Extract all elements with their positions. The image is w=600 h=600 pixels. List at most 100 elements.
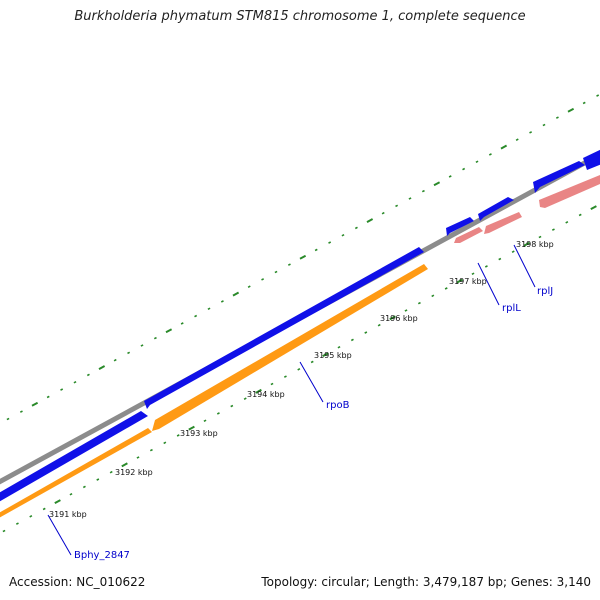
gene-rpob[interactable] <box>152 264 428 431</box>
outer-major-tick <box>165 328 173 334</box>
leader-rpob <box>299 361 324 403</box>
inner-minor-tick <box>270 382 274 386</box>
inner-minor-tick <box>350 338 354 342</box>
inner-minor-tick <box>565 220 569 224</box>
gene-forward-6[interactable] <box>583 146 600 170</box>
gene-rplj[interactable] <box>484 212 522 234</box>
outer-minor-tick <box>60 388 64 391</box>
inner-major-tick <box>54 499 61 504</box>
tick-label: 3194 kbp <box>247 390 285 399</box>
outer-minor-tick <box>287 263 291 266</box>
tick-label: 3197 kbp <box>449 277 487 286</box>
inner-major-tick <box>188 425 195 431</box>
gene-reverse-5[interactable] <box>539 175 600 208</box>
inner-minor-tick <box>578 213 582 217</box>
outer-major-tick <box>232 291 240 297</box>
inner-minor-tick <box>176 434 180 437</box>
inner-major-tick <box>389 315 396 321</box>
inner-major-tick <box>456 278 463 284</box>
inner-minor-tick <box>243 397 247 401</box>
gene-bphy-2847[interactable] <box>0 428 152 523</box>
outer-major-tick <box>567 107 575 113</box>
outer-minor-tick <box>73 380 77 384</box>
gene-label-rpll[interactable]: rplL <box>502 303 521 314</box>
inner-minor-tick <box>149 448 153 452</box>
gene-label-rplj[interactable]: rplJ <box>537 286 553 297</box>
outer-minor-tick <box>421 189 425 193</box>
gene-forward-3[interactable] <box>446 217 474 236</box>
gene-label-bphy-2847[interactable]: Bphy_2847 <box>74 550 130 561</box>
gene-forward-1[interactable] <box>0 411 148 510</box>
outer-minor-tick <box>475 160 479 164</box>
tick-labels: 3191 kbp 3192 kbp 3193 kbp 3194 kbp 3195… <box>49 240 554 519</box>
outer-minor-tick <box>140 344 144 347</box>
outer-minor-tick <box>395 204 399 208</box>
outer-minor-tick <box>381 211 385 215</box>
gene-label-leaders <box>47 244 536 556</box>
sequence-summary: Topology: circular; Length: 3,479,187 bp… <box>261 575 591 589</box>
tick-label: 3196 kbp <box>380 314 418 323</box>
outer-minor-tick <box>194 314 198 318</box>
leader-rplj <box>513 244 536 288</box>
tick-label: 3191 kbp <box>49 510 87 519</box>
inner-minor-tick <box>216 412 220 415</box>
gene-forward-2[interactable] <box>144 247 424 409</box>
inner-major-tick <box>121 462 128 468</box>
outer-minor-tick <box>6 417 10 421</box>
inner-minor-tick <box>404 309 408 312</box>
tick-label: 3198 kbp <box>516 240 554 249</box>
gene-labels: Bphy_2847 rpoB rplL rplJ <box>74 286 553 561</box>
inner-minor-tick <box>109 470 113 474</box>
inner-minor-tick <box>498 257 502 261</box>
outer-minor-tick <box>314 248 318 252</box>
inner-minor-tick <box>431 294 435 298</box>
outer-minor-tick <box>542 123 546 127</box>
reverse-genes <box>0 175 600 523</box>
inner-major-tick <box>322 352 329 357</box>
outer-minor-tick <box>274 270 278 274</box>
outer-minor-tick <box>328 241 332 244</box>
gene-label-rpob[interactable]: rpoB <box>326 400 350 411</box>
inner-minor-tick <box>69 492 73 496</box>
inner-minor-tick <box>297 367 301 371</box>
tick-label: 3192 kbp <box>115 468 153 477</box>
outer-minor-tick <box>153 336 157 340</box>
tick-label: 3193 kbp <box>180 429 218 438</box>
major-tick-marks <box>2 205 597 533</box>
inner-minor-tick <box>2 529 6 533</box>
inner-minor-tick <box>136 456 140 459</box>
inner-minor-tick <box>551 228 555 231</box>
gene-forward-4[interactable] <box>478 197 514 221</box>
gene-forward-5[interactable] <box>533 161 585 193</box>
outer-minor-tick <box>220 300 224 303</box>
inner-minor-tick <box>96 478 100 481</box>
inner-major-tick <box>523 241 530 247</box>
inner-minor-tick <box>471 272 475 276</box>
inner-minor-tick <box>444 287 448 290</box>
inner-major-tick <box>590 205 597 210</box>
map-title: Burkholderia phymatum STM815 chromosome … <box>74 9 526 24</box>
outer-minor-tick <box>408 197 412 200</box>
outer-minor-tick <box>261 278 265 281</box>
inner-minor-tick <box>203 419 207 423</box>
outer-major-tick <box>98 365 106 370</box>
inner-minor-tick <box>417 301 421 305</box>
inner-minor-tick <box>230 404 234 408</box>
inner-minor-tick <box>511 250 515 254</box>
minor-tick-dots <box>6 94 600 421</box>
outer-minor-tick <box>19 410 23 413</box>
leader-bphy-2847 <box>47 514 72 556</box>
inner-minor-tick <box>484 265 488 268</box>
leader-rpll <box>477 262 500 306</box>
inner-minor-tick <box>377 323 381 327</box>
outer-minor-tick <box>113 358 117 362</box>
outer-minor-tick <box>529 131 533 134</box>
outer-major-tick <box>433 181 441 187</box>
gene-rpll[interactable] <box>454 227 483 243</box>
inner-minor-tick <box>538 235 542 239</box>
outer-minor-tick <box>462 167 466 171</box>
inner-minor-tick <box>310 360 314 364</box>
inner-minor-tick <box>42 507 46 511</box>
